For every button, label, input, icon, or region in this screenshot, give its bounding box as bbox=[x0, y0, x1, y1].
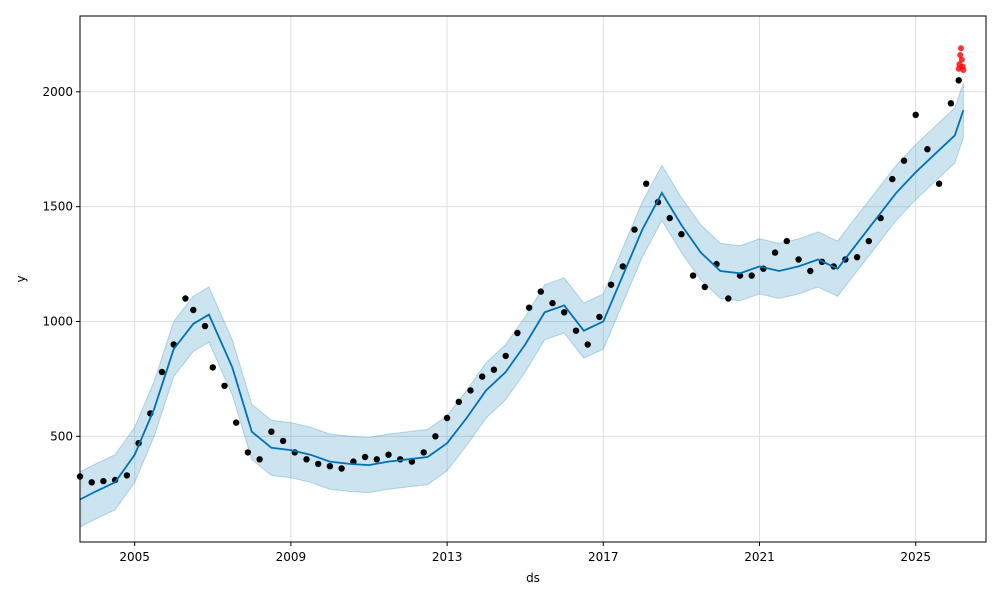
observed-point bbox=[502, 352, 509, 360]
x-tick-label: 2009 bbox=[276, 550, 307, 564]
observed-point bbox=[643, 180, 650, 187]
observed-point bbox=[525, 304, 533, 311]
observed-point bbox=[549, 299, 556, 307]
x-tick-label: 2025 bbox=[900, 550, 931, 564]
observed-point bbox=[233, 419, 240, 426]
observed-point bbox=[467, 387, 474, 394]
observed-point bbox=[701, 283, 708, 291]
observed-point bbox=[572, 327, 580, 334]
y-tick-label: 2000 bbox=[42, 85, 73, 99]
observed-point bbox=[490, 366, 498, 373]
observed-point bbox=[537, 288, 544, 295]
observed-point bbox=[748, 272, 755, 279]
observed-point bbox=[514, 329, 521, 337]
observed-point bbox=[678, 231, 685, 238]
x-tick-label: 2017 bbox=[588, 550, 619, 564]
observed-point bbox=[795, 256, 802, 263]
x-axis-label: ds bbox=[526, 571, 540, 585]
x-tick-label: 2005 bbox=[119, 550, 150, 564]
observed-point bbox=[315, 460, 322, 468]
trend-line-path bbox=[79, 109, 965, 501]
observed-point bbox=[268, 428, 275, 435]
observed-point bbox=[338, 465, 345, 472]
observed-point bbox=[912, 111, 919, 119]
forecast-point bbox=[958, 56, 965, 63]
observed-point bbox=[373, 456, 380, 463]
observed-point bbox=[479, 373, 486, 380]
observed-point bbox=[209, 364, 216, 371]
y-tick-label: 1500 bbox=[42, 200, 73, 214]
observed-point bbox=[385, 451, 392, 458]
observed-point bbox=[432, 433, 439, 440]
observed-point bbox=[771, 249, 779, 256]
observed-point bbox=[408, 458, 416, 465]
uncertainty-band bbox=[79, 82, 964, 528]
observed-point bbox=[955, 77, 962, 84]
observed-point bbox=[244, 449, 252, 456]
x-axis-ticks: 2005 2009 2013 2017 2021 2025 bbox=[119, 542, 931, 564]
observed-point bbox=[326, 463, 334, 470]
observed-point bbox=[666, 214, 673, 222]
uncertainty-band-area bbox=[79, 82, 964, 528]
y-axis-label: y bbox=[14, 275, 28, 282]
forecast-points bbox=[955, 45, 967, 73]
trend-line bbox=[79, 109, 965, 501]
observed-point bbox=[182, 295, 189, 302]
observed-point bbox=[947, 100, 955, 107]
observed-point bbox=[190, 306, 197, 314]
observed-point bbox=[596, 313, 603, 321]
observed-point bbox=[725, 295, 732, 302]
observed-point bbox=[361, 453, 369, 461]
x-tick-label: 2021 bbox=[744, 550, 775, 564]
observed-point bbox=[689, 272, 697, 279]
observed-point bbox=[935, 180, 943, 187]
forecast-point bbox=[960, 67, 967, 73]
observed-point bbox=[158, 368, 166, 376]
forecast-point bbox=[958, 45, 964, 52]
observed-point bbox=[561, 309, 568, 316]
forecast-point bbox=[957, 52, 964, 58]
observed-point bbox=[221, 382, 228, 389]
observed-point bbox=[279, 437, 287, 445]
observed-point bbox=[201, 322, 209, 330]
observed-point bbox=[443, 414, 451, 422]
grid-lines bbox=[80, 16, 986, 542]
y-tick-label: 500 bbox=[50, 429, 73, 443]
observed-point bbox=[889, 175, 896, 183]
observed-point bbox=[807, 267, 814, 275]
observed-point bbox=[303, 456, 310, 463]
observed-point bbox=[631, 226, 638, 233]
x-tick-label: 2013 bbox=[432, 550, 463, 564]
observed-point bbox=[256, 456, 263, 463]
y-axis-ticks: 500 1000 1500 2000 bbox=[42, 85, 80, 443]
observed-point bbox=[420, 449, 427, 456]
plot-frame bbox=[79, 15, 987, 543]
observed-point bbox=[123, 472, 131, 479]
observed-point bbox=[900, 157, 908, 164]
observed-point bbox=[584, 341, 591, 348]
observed-point bbox=[783, 237, 790, 245]
y-tick-label: 1000 bbox=[42, 314, 73, 328]
observed-point bbox=[924, 146, 931, 153]
observed-point bbox=[607, 281, 615, 288]
observed-point bbox=[100, 477, 107, 485]
observed-point bbox=[853, 254, 861, 261]
observed-point bbox=[88, 479, 95, 486]
observed-point bbox=[619, 263, 626, 270]
observed-point bbox=[865, 237, 872, 245]
observed-point bbox=[455, 398, 462, 406]
